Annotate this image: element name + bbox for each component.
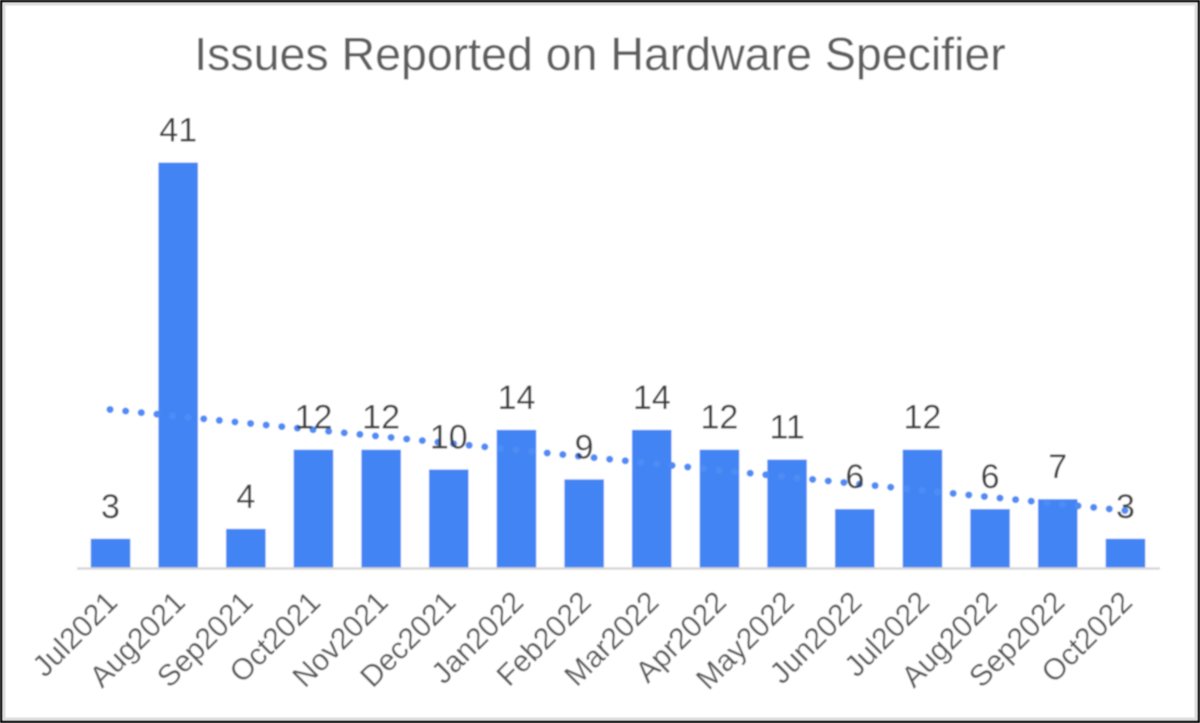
svg-text:41: 41: [159, 112, 197, 150]
svg-text:12: 12: [362, 399, 400, 437]
svg-text:14: 14: [633, 379, 671, 417]
svg-text:12: 12: [700, 399, 738, 437]
svg-text:9: 9: [575, 428, 594, 466]
svg-text:12: 12: [295, 399, 333, 437]
svg-text:6: 6: [845, 458, 864, 496]
svg-text:6: 6: [981, 458, 1000, 496]
svg-text:14: 14: [498, 379, 536, 417]
svg-text:7: 7: [1048, 448, 1067, 486]
svg-text:Issues Reported on Hardware Sp: Issues Reported on Hardware Specifier: [194, 28, 1006, 80]
svg-text:11: 11: [769, 409, 804, 447]
svg-text:3: 3: [1116, 488, 1135, 526]
svg-text:3: 3: [101, 488, 120, 526]
svg-text:12: 12: [903, 399, 941, 437]
svg-text:4: 4: [236, 478, 255, 516]
svg-text:10: 10: [430, 419, 468, 457]
